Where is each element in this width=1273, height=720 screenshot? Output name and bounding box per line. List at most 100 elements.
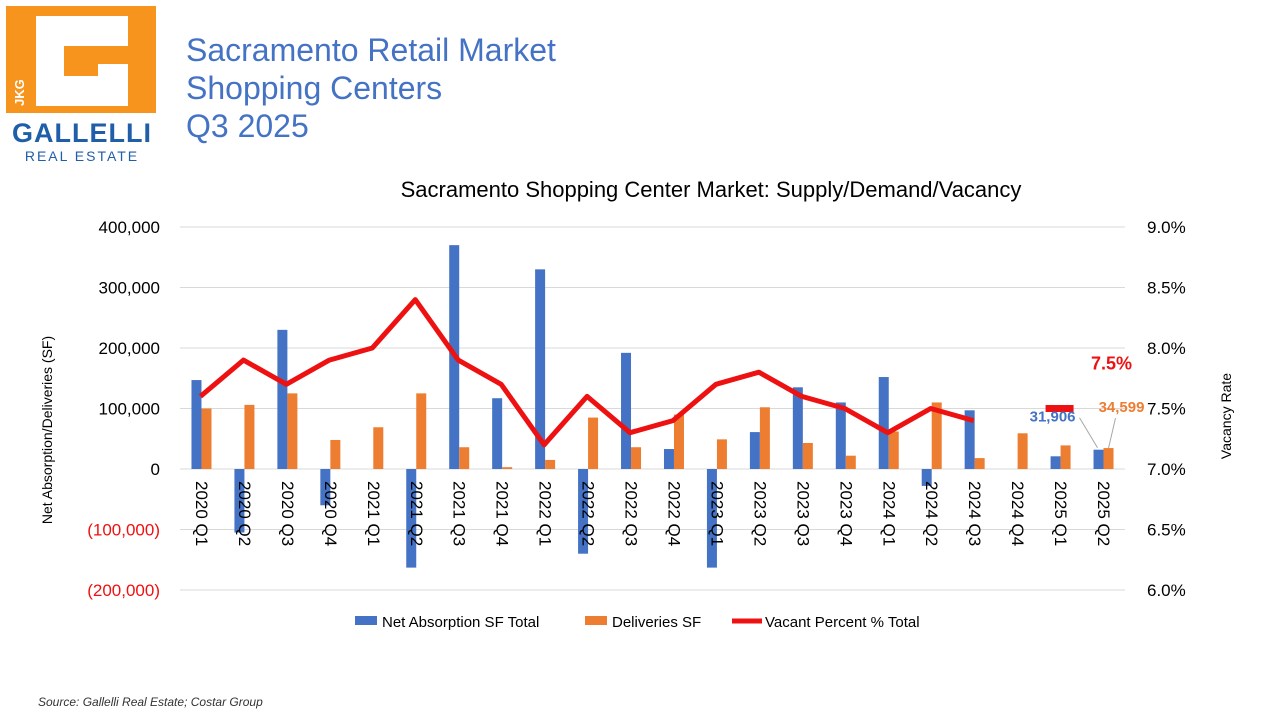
category-label: 2024 Q4 (1008, 481, 1027, 546)
page-title-line: Sacramento Retail Market (186, 32, 556, 68)
deliveries-bar (502, 467, 513, 469)
absorption-bar (878, 377, 889, 469)
category-label: 2020 Q4 (321, 481, 340, 546)
vacancy-data-label: 7.5% (1091, 354, 1132, 374)
right-tick-label: 8.5% (1147, 279, 1186, 298)
logo-mark-icon (6, 6, 156, 113)
absorption-bar (792, 387, 803, 469)
legend-label: Deliveries SF (612, 614, 701, 631)
bars-group (191, 245, 1114, 568)
deliveries-data-label: 34,599 (1099, 399, 1145, 416)
category-label: 2023 Q4 (836, 481, 855, 546)
absorption-bar (234, 469, 245, 533)
deliveries-bar (802, 442, 813, 469)
source-note: Source: Gallelli Real Estate; Costar Gro… (38, 695, 263, 709)
deliveries-bar (330, 439, 341, 469)
left-tick-label: 300,000 (99, 279, 160, 298)
category-label: 2024 Q2 (922, 481, 941, 546)
absorption-bar (1093, 449, 1104, 469)
page-title-line: Shopping Centers (186, 70, 443, 106)
chart-legend: Net Absorption SF Total Deliveries SF Vaca… (355, 614, 920, 631)
absorption-bar (191, 380, 202, 469)
deliveries-bar (759, 407, 770, 469)
legend-label: Net Absorption SF Total (382, 614, 539, 631)
category-label: 2021 Q2 (407, 481, 426, 546)
logo-tag: JKG (12, 79, 27, 107)
deliveries-bar (459, 447, 470, 469)
category-label: 2020 Q2 (235, 481, 254, 546)
category-label: 2025 Q2 (1094, 481, 1113, 546)
category-label: 2020 Q3 (278, 481, 297, 546)
category-label: 2021 Q1 (364, 481, 383, 546)
left-axis: (200,000) (100,000) 0 100,000 200,000 300,000… (87, 218, 160, 600)
legend-swatch (585, 616, 607, 625)
absorption-bar (964, 410, 975, 469)
gallelli-logo: JKG GALLELLI REAL ESTATE (6, 6, 158, 164)
category-label: 2022 Q3 (622, 481, 641, 546)
legend-item-absorption: Net Absorption SF Total (355, 614, 539, 631)
absorption-bar (706, 469, 717, 568)
category-label: 2022 Q4 (664, 481, 683, 546)
absorption-bar (406, 469, 417, 568)
deliveries-bar (673, 414, 684, 469)
left-tick-label: 100,000 (99, 400, 160, 419)
legend-item-vacancy: Vacant Percent % Total (732, 614, 920, 631)
category-label: 2023 Q3 (793, 481, 812, 546)
deliveries-bar (974, 458, 985, 469)
right-axis-title: Vacancy Rate (1218, 373, 1234, 459)
deliveries-bar (416, 393, 427, 469)
category-label: 2021 Q3 (450, 481, 469, 546)
left-tick-label: 200,000 (99, 339, 160, 358)
absorption-bar (663, 449, 674, 469)
right-tick-label: 6.0% (1147, 581, 1186, 600)
category-label: 2023 Q1 (707, 481, 726, 546)
annotations: 31,906 34,599 7.5% (1030, 354, 1145, 449)
category-label: 2023 Q2 (750, 481, 769, 546)
deliveries-bar (888, 431, 899, 469)
absorption-bar (749, 432, 760, 469)
chart-title: Sacramento Shopping Center Market: Suppl… (401, 177, 1022, 202)
deliveries-bar (588, 417, 599, 469)
gridlines (180, 226, 1125, 591)
absorption-bar (1050, 456, 1061, 469)
left-tick-label: 400,000 (99, 218, 160, 237)
deliveries-bar (1103, 448, 1114, 469)
right-tick-label: 6.5% (1147, 521, 1186, 540)
vacancy-line (198, 297, 975, 448)
deliveries-bar (631, 447, 642, 469)
logo-name: GALLELLI (12, 118, 152, 148)
legend-label: Vacant Percent % Total (765, 614, 920, 631)
left-tick-label: (100,000) (87, 521, 160, 540)
deliveries-bar (716, 439, 727, 469)
deliveries-bar (244, 404, 255, 469)
supply-demand-vacancy-chart: Sacramento Shopping Center Market: Suppl… (39, 177, 1234, 631)
absorption-bar (921, 469, 932, 486)
right-tick-label: 7.0% (1147, 460, 1186, 479)
vacancy-line-group (198, 297, 1074, 448)
leader-line (1079, 417, 1098, 448)
page-title-block: Sacramento Retail Market Shopping Center… (186, 31, 556, 145)
deliveries-bar (545, 459, 556, 469)
absorption-bar (835, 402, 846, 469)
absorption-bar (535, 269, 546, 469)
deliveries-bar (931, 402, 942, 469)
left-tick-label: (200,000) (87, 581, 160, 600)
left-tick-label: 0 (151, 460, 160, 479)
category-labels: 2020 Q1 2020 Q2 2020 Q3 2020 Q4 2021 Q1 2021 … (192, 481, 1113, 546)
legend-item-deliveries: Deliveries SF (585, 614, 701, 631)
right-tick-label: 8.0% (1147, 339, 1186, 358)
absorption-bar (320, 469, 331, 506)
category-label: 2024 Q3 (965, 481, 984, 546)
absorption-bar (277, 329, 288, 469)
deliveries-bar (201, 408, 212, 469)
logo-subtitle: REAL ESTATE (24, 148, 140, 164)
leader-line (1108, 417, 1117, 449)
category-label: 2022 Q1 (536, 481, 555, 546)
right-tick-label: 7.5% (1147, 400, 1186, 419)
absorption-bar (492, 398, 503, 469)
category-label: 2024 Q1 (879, 481, 898, 546)
absorption-bar (621, 352, 632, 469)
right-axis: 6.0% 6.5% 7.0% 7.5% 8.0% 8.5% 9.0% (1147, 218, 1186, 600)
category-label: 2025 Q1 (1051, 481, 1070, 546)
left-axis-title: Net Absorption/Deliveries (SF) (39, 336, 55, 524)
